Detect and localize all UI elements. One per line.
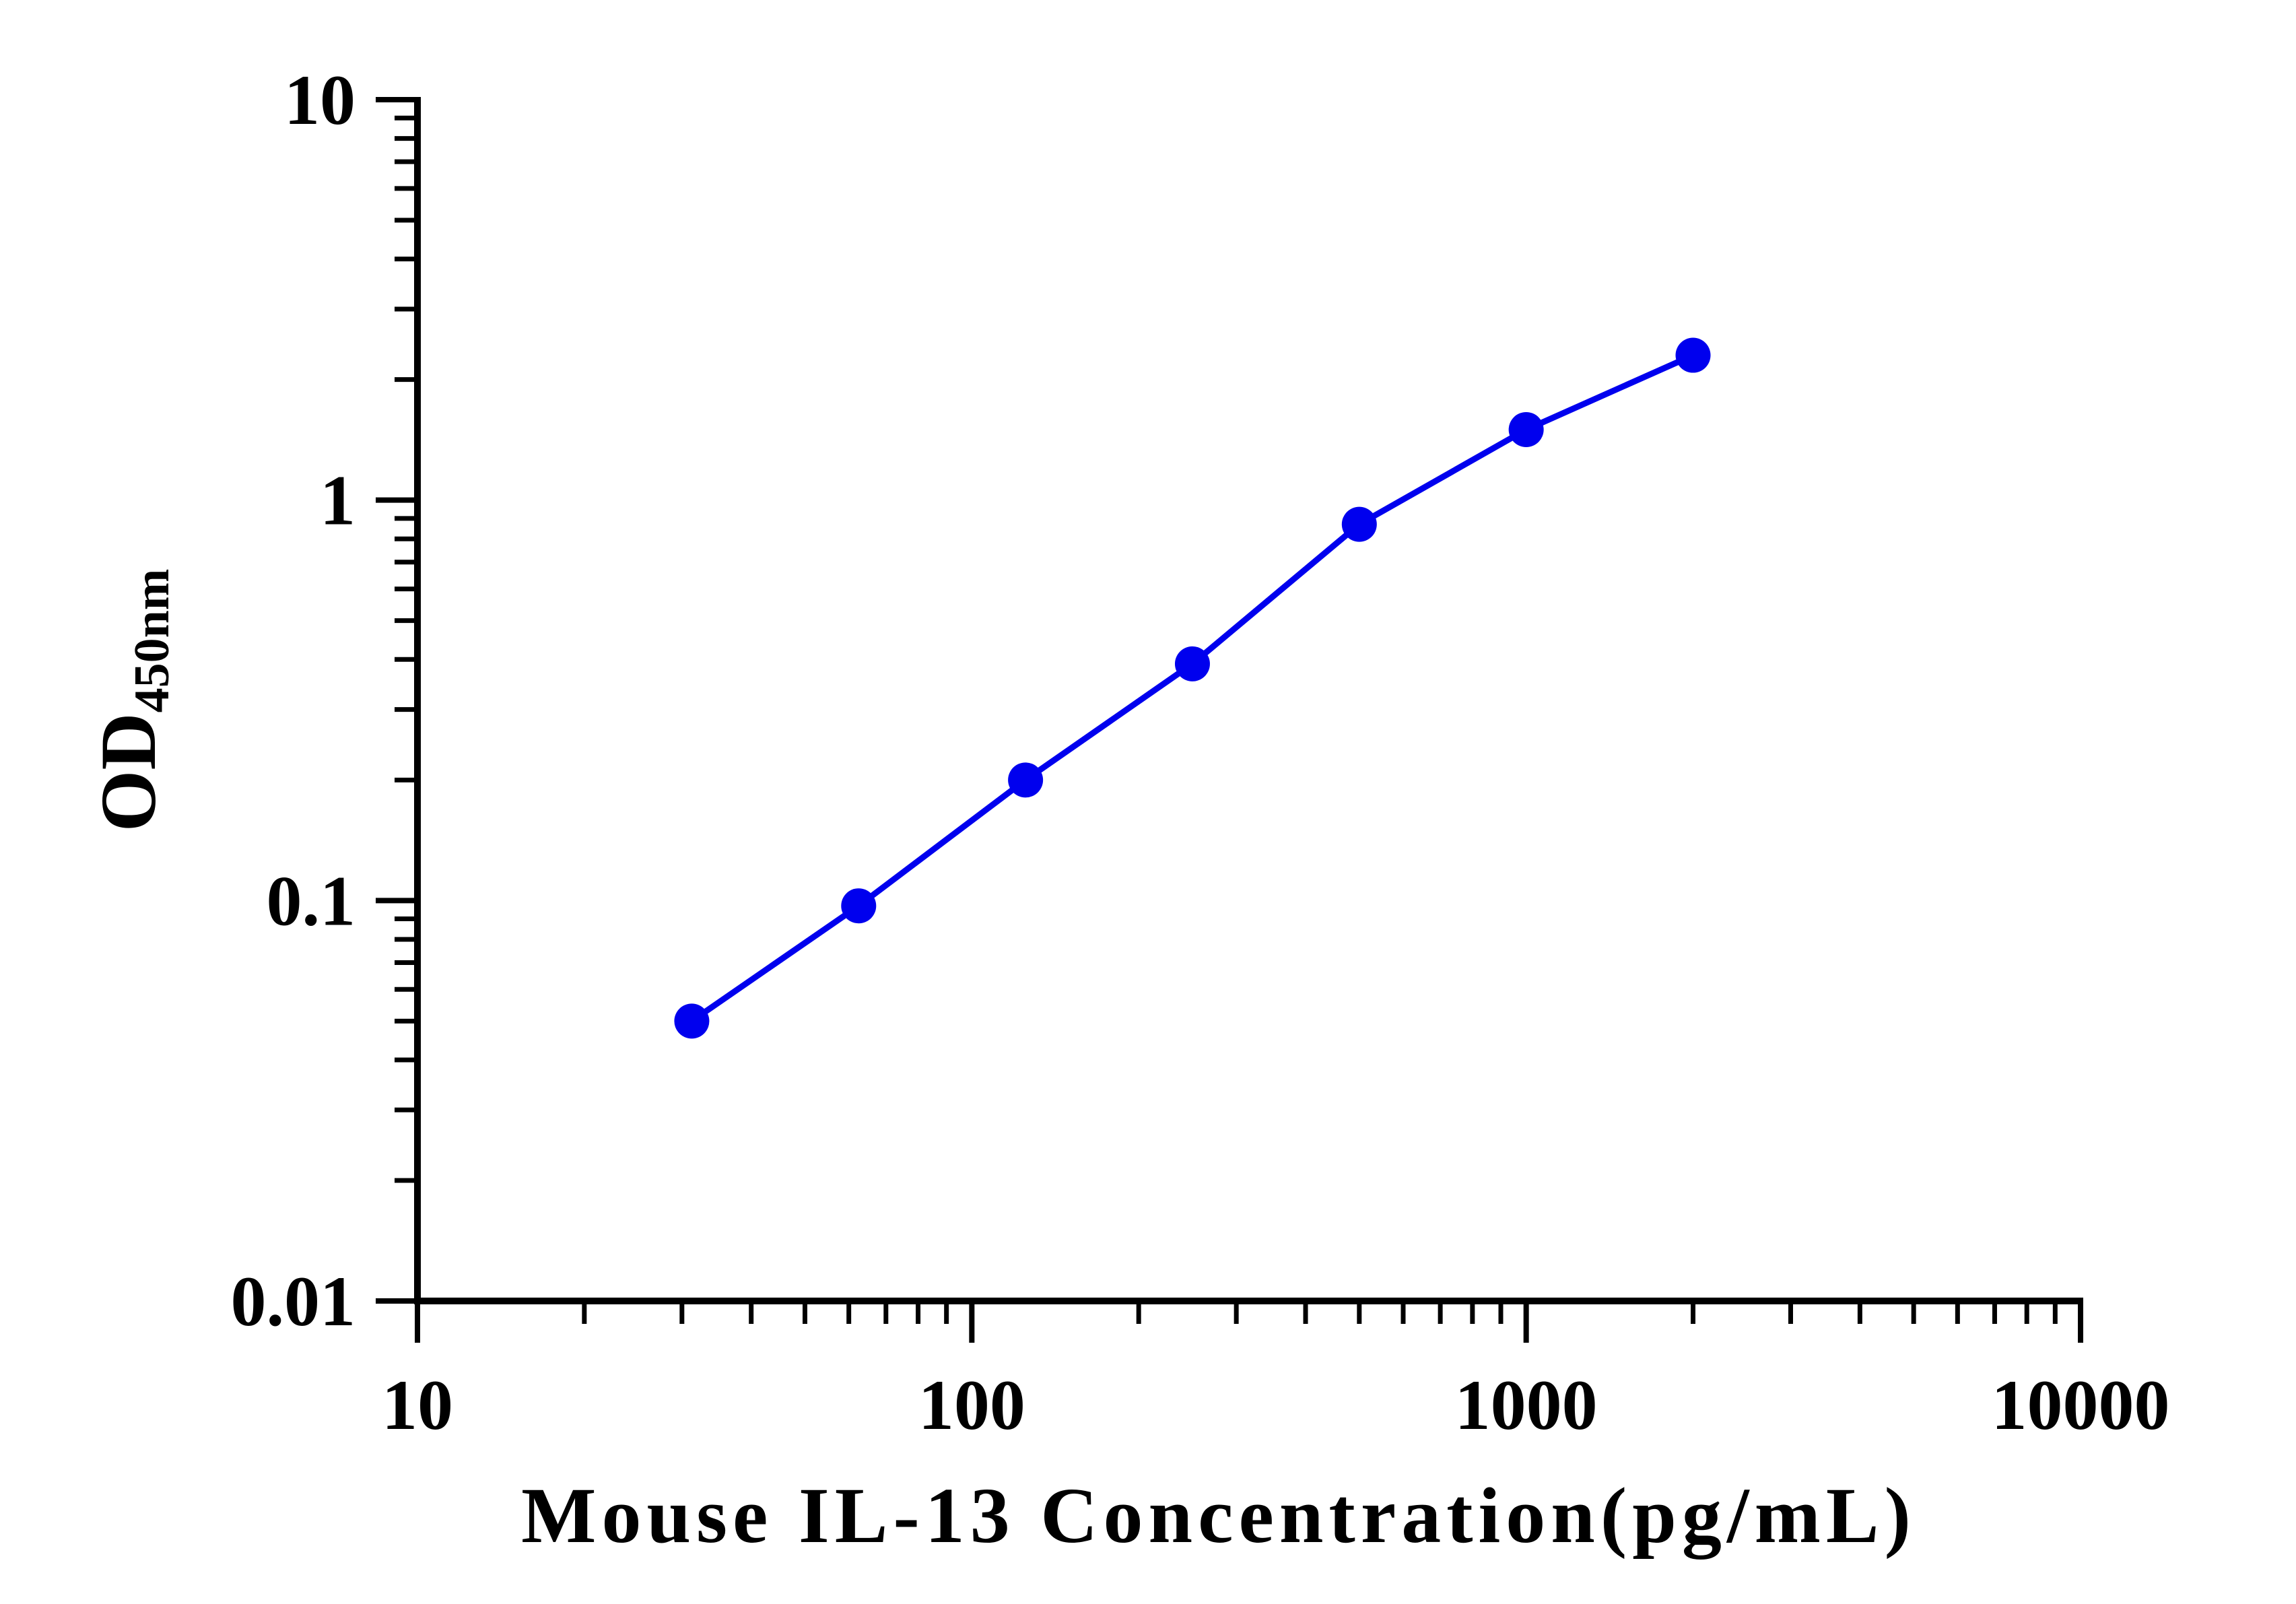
x-axis-title: Mouse IL-13 Concentration(pg/mL) [521,1471,1916,1560]
ticks [376,97,2083,1343]
x-tick-label: 10 [382,1366,453,1444]
data-point [1341,506,1377,542]
x-tick-label: 1000 [1455,1366,1598,1444]
series-line [689,352,1695,1024]
data-point [1508,411,1544,447]
y-axis-title-main: OD [84,712,172,832]
axes [414,97,2083,1304]
data-point [1174,646,1210,681]
y-tick-label: 10 [284,61,356,139]
x-tick-label: 10000 [1992,1366,2170,1444]
series [674,337,1711,1039]
y-axis-title-subscript: 450nm [125,569,180,713]
y-tick-label: 0.1 [267,861,356,940]
y-axis-title: OD450nm [84,569,180,832]
data-point [841,888,877,924]
data-point [1008,762,1044,798]
x-tick-label: 100 [918,1366,1025,1444]
data-point [674,1003,710,1039]
tick-labels: 0.01 0.1 1 10 10 100 1000 10000 [231,61,2170,1444]
y-tick-label: 0.01 [231,1262,356,1341]
data-point [1675,337,1711,373]
y-tick-label: 1 [320,461,356,540]
